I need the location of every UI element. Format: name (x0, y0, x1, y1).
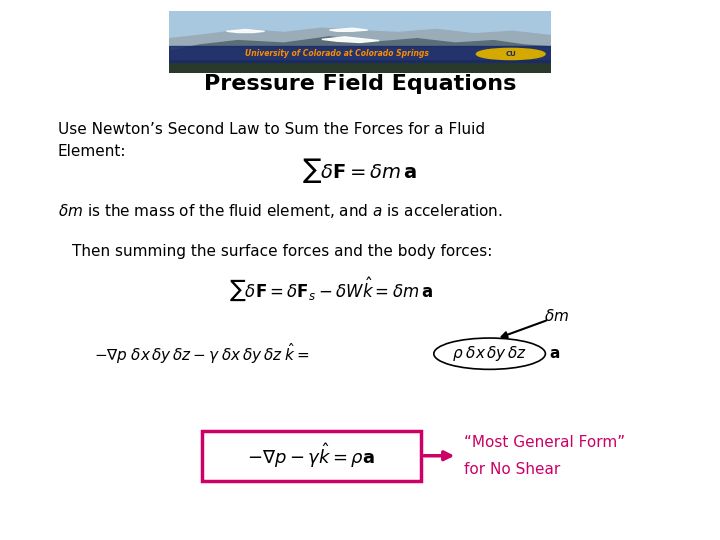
Text: $\mathbf{a}$: $\mathbf{a}$ (549, 346, 559, 361)
Text: $\delta m$: $\delta m$ (544, 308, 569, 324)
Polygon shape (322, 37, 379, 43)
Polygon shape (330, 28, 368, 31)
Text: “Most General Form”: “Most General Form” (464, 435, 626, 450)
Text: University of Colorado at Colorado Springs: University of Colorado at Colorado Sprin… (246, 50, 429, 58)
Text: $\sum \delta\mathbf{F} = \delta m\, \mathbf{a}$: $\sum \delta\mathbf{F} = \delta m\, \mat… (302, 156, 418, 185)
Polygon shape (169, 37, 551, 73)
Circle shape (477, 49, 545, 59)
Text: Use Newton’s Second Law to Sum the Forces for a Fluid
Element:: Use Newton’s Second Law to Sum the Force… (58, 122, 485, 159)
Text: CU: CU (505, 51, 516, 57)
Text: $\delta m$ is the mass of the fluid element, and $a$ is acceleration.: $\delta m$ is the mass of the fluid elem… (58, 201, 503, 220)
Polygon shape (226, 29, 265, 32)
Text: $-\nabla p - \gamma\hat{k} = \rho\mathbf{a}$: $-\nabla p - \gamma\hat{k} = \rho\mathbf… (248, 441, 375, 470)
Text: $\rho\;\delta x\, \delta y\, \delta z$: $\rho\;\delta x\, \delta y\, \delta z$ (452, 344, 527, 363)
Text: Pressure Field Equations: Pressure Field Equations (204, 73, 516, 94)
Bar (169, 11, 551, 51)
FancyBboxPatch shape (202, 431, 421, 481)
Bar (169, 60, 551, 73)
Text: Then summing the surface forces and the body forces:: Then summing the surface forces and the … (72, 244, 492, 259)
Text: $\sum \delta\mathbf{F} = \delta\mathbf{F}_s - \delta W\hat{k} = \delta m\, \math: $\sum \delta\mathbf{F} = \delta\mathbf{F… (229, 275, 433, 303)
Text: for No Shear: for No Shear (464, 462, 561, 477)
Text: $-\nabla p\; \delta x\, \delta y\, \delta z - \gamma\; \delta x\, \delta y\, \de: $-\nabla p\; \delta x\, \delta y\, \delt… (94, 341, 310, 366)
Bar (169, 46, 551, 62)
Polygon shape (169, 28, 551, 51)
